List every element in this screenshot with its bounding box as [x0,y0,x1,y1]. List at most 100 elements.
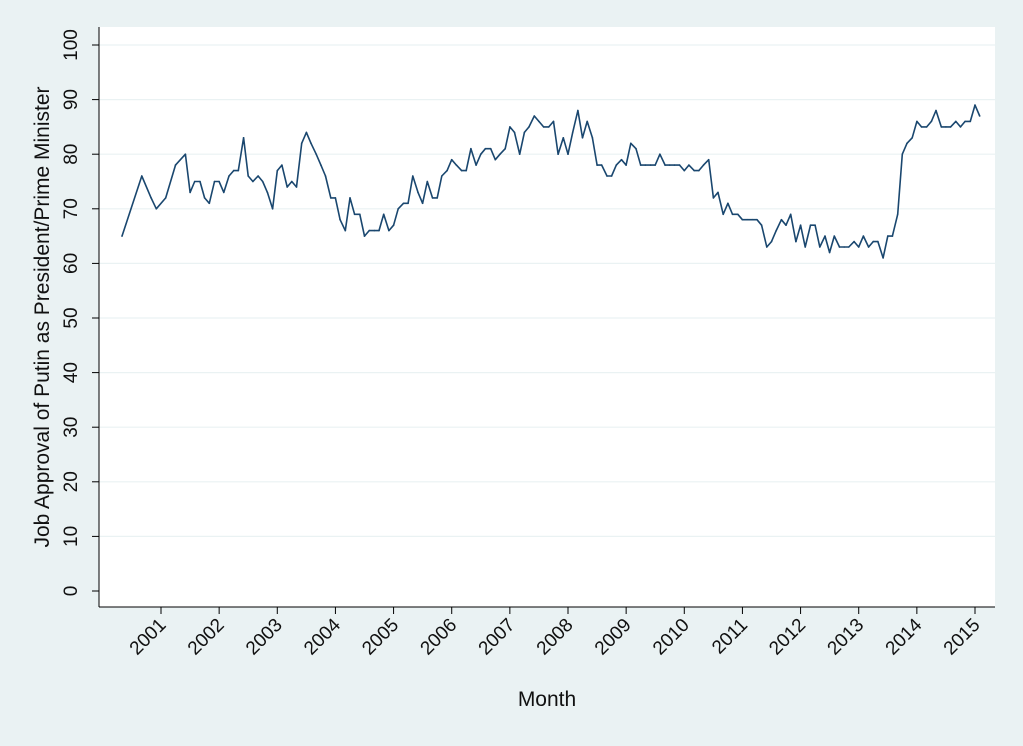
data-point [548,126,550,128]
data-point [649,164,652,166]
data-point [266,191,269,194]
data-point [673,164,676,166]
data-point [756,218,758,221]
data-point [775,229,777,232]
data-point [567,153,569,155]
data-point [698,169,700,172]
data-point [969,120,972,123]
data-point [199,180,201,183]
data-point [955,120,957,123]
data-point [717,191,719,194]
data-point [242,137,245,139]
y-tick-label: 80 [61,144,82,165]
data-point [935,109,937,112]
data-point [339,218,341,221]
data-point [359,213,361,216]
data-point [141,175,143,177]
data-point [232,169,235,172]
data-point [402,202,405,205]
y-tick-label: 90 [61,89,82,110]
data-point [654,164,656,166]
data-point [630,142,632,145]
y-tick-label: 50 [61,307,82,328]
data-point [281,164,283,166]
data-point [378,229,380,232]
data-point [426,180,429,183]
data-point [261,180,264,183]
data-point [867,246,870,248]
data-point [557,153,559,155]
data-point [737,213,739,216]
data-point [528,126,530,128]
data-point [799,224,802,226]
data-point [978,115,981,117]
data-point [838,246,841,248]
data-point [150,197,152,199]
data-point [397,208,400,210]
y-tick-label: 0 [61,586,82,597]
data-point [751,218,754,221]
data-point [766,246,768,248]
data-point [489,147,492,150]
data-point [513,131,516,134]
data-point [518,153,521,155]
data-point [770,240,773,243]
data-point [896,213,899,216]
data-point [523,131,526,134]
data-point [824,235,826,237]
x-axis-label: Month [518,688,576,711]
data-point [237,169,240,172]
y-tick-label: 40 [61,362,82,383]
data-point [310,142,312,145]
data-point [353,213,356,216]
data-point [189,191,191,194]
data-point [368,229,371,232]
data-point [475,164,477,166]
data-point [911,137,913,139]
data-point [620,158,623,161]
data-point [974,104,976,106]
data-point [228,175,230,177]
data-point [470,147,472,150]
data-point [625,164,627,166]
data-point [509,126,511,128]
data-point [882,257,884,259]
data-point [257,175,259,177]
data-point [731,213,734,216]
y-tick-label: 20 [61,471,82,492]
y-tick-label: 10 [61,526,82,547]
data-point [887,235,889,237]
data-point [688,164,690,166]
data-point [746,218,748,221]
data-point [683,169,686,172]
data-point [872,240,874,243]
data-point [596,164,598,166]
data-point [349,197,351,199]
data-point [465,169,468,172]
data-point [218,180,220,183]
data-point [930,120,933,123]
data-point [639,164,642,166]
data-point [252,180,254,183]
data-point [945,126,947,128]
data-point [382,213,385,216]
data-point [906,142,908,145]
data-point [392,224,395,226]
data-point [722,213,724,216]
data-point [814,224,816,226]
data-point [542,126,545,128]
data-point [668,164,671,166]
data-point [417,191,419,194]
data-point [635,147,637,150]
data-point [305,131,308,134]
data-point [441,175,443,177]
data-point [484,147,487,150]
data-point [853,240,855,243]
data-point [300,142,303,145]
data-point [891,235,894,237]
data-point [538,120,540,123]
y-tick-label: 60 [61,253,82,274]
data-point [848,246,850,248]
grid-lines [99,44,995,538]
